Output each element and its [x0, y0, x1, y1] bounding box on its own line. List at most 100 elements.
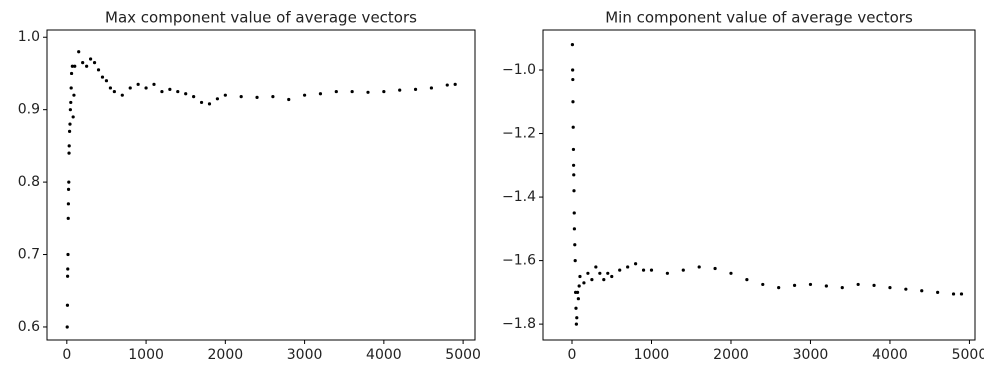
point: [69, 86, 73, 90]
point: [573, 243, 577, 247]
point: [73, 64, 77, 68]
point: [572, 211, 576, 215]
point: [382, 89, 386, 94]
point: [199, 100, 204, 105]
point: [872, 283, 876, 287]
point: [606, 271, 610, 275]
point: [67, 129, 72, 134]
point: [571, 100, 575, 104]
point: [571, 147, 576, 152]
point: [70, 64, 74, 68]
x-tick-label: 1000: [128, 347, 164, 363]
point: [665, 271, 669, 275]
point: [67, 151, 71, 155]
x-tick-label: 4000: [366, 347, 402, 363]
x-tick-label: 2000: [713, 347, 749, 363]
point: [429, 86, 434, 90]
point: [888, 285, 892, 290]
point: [92, 60, 97, 65]
point: [66, 187, 71, 191]
point: [176, 89, 180, 94]
point: [598, 271, 602, 275]
point: [575, 316, 579, 320]
point: [104, 79, 109, 83]
point: [223, 93, 227, 97]
point: [350, 89, 354, 94]
point: [71, 115, 75, 119]
point: [959, 292, 964, 296]
point: [215, 97, 220, 101]
point: [572, 173, 576, 177]
point: [578, 274, 582, 279]
y-tick-label: −1.0: [502, 62, 536, 78]
x-tick-label: 5000: [445, 347, 481, 363]
point: [610, 274, 614, 279]
point: [681, 268, 685, 272]
point: [920, 289, 924, 293]
chart-title: Max component value of average vectors: [105, 9, 417, 27]
point: [66, 216, 70, 220]
point: [904, 287, 908, 291]
point: [649, 268, 654, 272]
point: [302, 93, 307, 97]
point: [66, 267, 70, 271]
point: [69, 100, 73, 105]
point: [570, 43, 575, 47]
point: [572, 189, 576, 193]
chart-title: Min component value of average vectors: [605, 9, 913, 27]
point: [641, 268, 646, 272]
point: [66, 202, 70, 206]
point: [271, 95, 275, 99]
point: [65, 303, 70, 307]
point: [445, 83, 449, 87]
point: [81, 60, 85, 65]
point: [77, 50, 81, 54]
point: [184, 92, 188, 96]
x-tick-label: 5000: [952, 347, 984, 363]
point: [571, 77, 575, 82]
point: [108, 86, 113, 90]
point: [318, 92, 323, 96]
point: [575, 290, 580, 294]
y-tick-label: 1.0: [18, 29, 40, 45]
point: [761, 282, 765, 287]
point: [88, 57, 93, 61]
y-tick-label: 0.7: [18, 247, 40, 263]
point: [713, 266, 717, 271]
x-tick-label: 3000: [793, 347, 829, 363]
point: [334, 89, 338, 94]
point: [287, 97, 291, 102]
point: [576, 297, 580, 301]
point: [100, 75, 105, 79]
point: [152, 82, 156, 86]
point: [824, 284, 828, 288]
point: [207, 102, 212, 106]
point: [936, 290, 940, 294]
point: [168, 87, 172, 91]
point: [573, 258, 577, 263]
point: [67, 180, 71, 184]
point: [626, 265, 630, 269]
point: [577, 284, 581, 288]
point: [586, 271, 590, 275]
point: [67, 144, 71, 148]
point: [697, 265, 701, 269]
y-tick-label: −1.4: [502, 189, 536, 205]
point: [574, 306, 578, 310]
y-tick-label: −1.2: [502, 126, 536, 142]
point: [72, 93, 76, 97]
point: [571, 125, 575, 129]
plot-frame: [542, 29, 976, 341]
point: [66, 274, 70, 278]
x-tick-label: 2000: [208, 347, 244, 363]
x-tick-label: 3000: [287, 347, 323, 363]
point: [68, 108, 72, 112]
x-tick-label: 4000: [872, 347, 908, 363]
x-tick-label: 1000: [634, 347, 670, 363]
point: [96, 68, 101, 72]
y-tick-label: 0.6: [18, 319, 40, 335]
point: [840, 285, 844, 290]
y-tick-label: −1.6: [502, 253, 536, 269]
point: [112, 89, 116, 94]
